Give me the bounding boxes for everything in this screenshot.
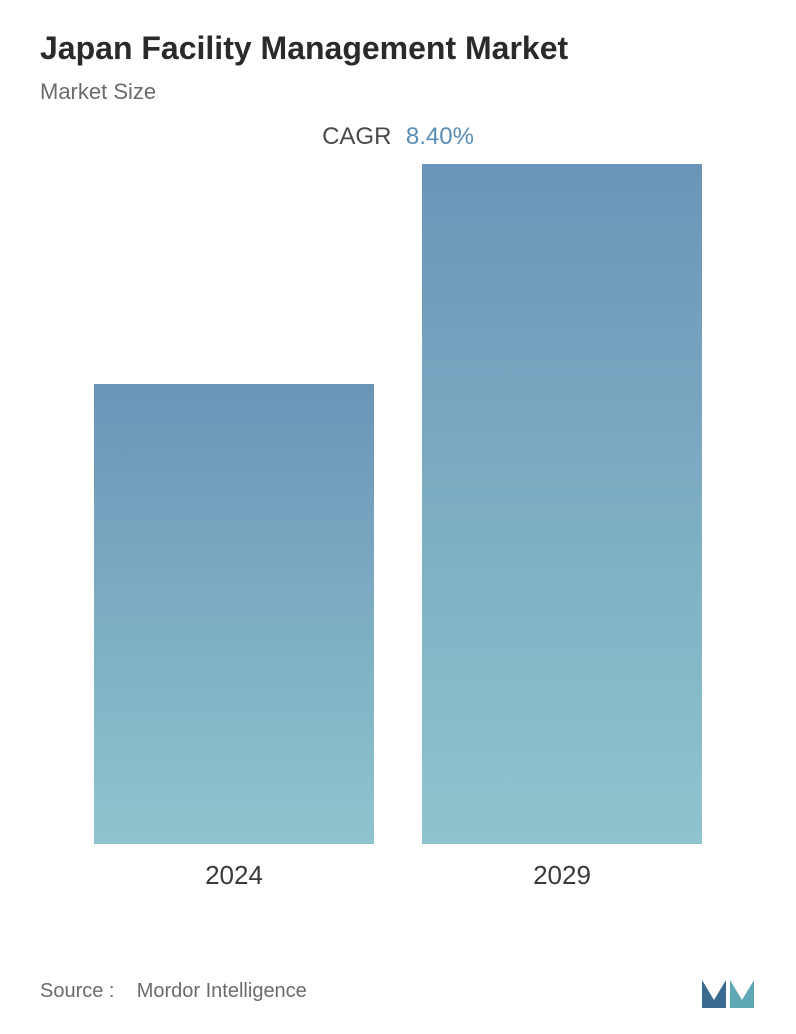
bar-label-0: 2024 [205, 860, 263, 891]
cagr-row: CAGR 8.40% [40, 123, 756, 151]
chart-subtitle: Market Size [40, 79, 756, 105]
logo-m-shape-1 [702, 980, 726, 1008]
chart-area: 2024 2029 [40, 171, 756, 891]
cagr-value: 8.40% [406, 123, 474, 150]
bar-1 [422, 164, 702, 844]
source-name: Mordor Intelligence [137, 980, 307, 1002]
bar-0 [94, 384, 374, 844]
bar-group-0: 2024 [94, 384, 374, 891]
bar-group-1: 2029 [422, 164, 702, 891]
cagr-label: CAGR [322, 123, 391, 150]
footer-row: Source : Mordor Intelligence [40, 972, 756, 1010]
source-text: Source : Mordor Intelligence [40, 980, 307, 1003]
logo-icon [700, 972, 756, 1010]
source-label: Source : [40, 980, 114, 1002]
chart-title: Japan Facility Management Market [40, 30, 756, 67]
logo-m-shape-2 [730, 980, 754, 1008]
bar-label-1: 2029 [533, 860, 591, 891]
